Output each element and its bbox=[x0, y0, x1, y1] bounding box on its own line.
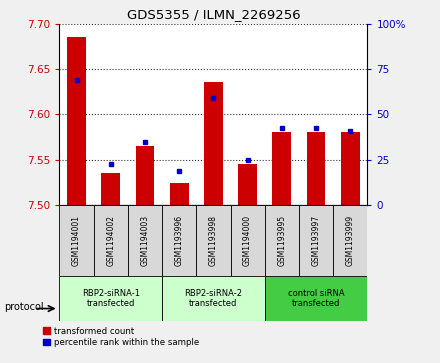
Bar bbox=[128, 205, 162, 276]
Bar bbox=[196, 205, 231, 276]
Bar bbox=[101, 174, 120, 205]
Text: GSM1193996: GSM1193996 bbox=[175, 215, 183, 266]
Text: GSM1194003: GSM1194003 bbox=[140, 215, 150, 266]
Text: RBP2-siRNA-2
transfected: RBP2-siRNA-2 transfected bbox=[184, 289, 242, 308]
Bar bbox=[204, 82, 223, 205]
Text: GSM1193997: GSM1193997 bbox=[312, 215, 321, 266]
Text: GSM1194002: GSM1194002 bbox=[106, 215, 115, 266]
Bar bbox=[307, 131, 326, 205]
Bar bbox=[162, 205, 196, 276]
Bar bbox=[341, 131, 360, 205]
Bar bbox=[94, 205, 128, 276]
Text: GSM1194000: GSM1194000 bbox=[243, 215, 252, 266]
Text: GSM1194001: GSM1194001 bbox=[72, 215, 81, 266]
Bar bbox=[272, 131, 291, 205]
Text: GSM1193995: GSM1193995 bbox=[277, 215, 286, 266]
Bar bbox=[67, 37, 86, 205]
Bar bbox=[162, 276, 265, 321]
Bar bbox=[265, 205, 299, 276]
Text: GSM1193998: GSM1193998 bbox=[209, 215, 218, 266]
Bar bbox=[59, 276, 162, 321]
Text: control siRNA
transfected: control siRNA transfected bbox=[288, 289, 345, 308]
Bar bbox=[136, 146, 154, 205]
Bar bbox=[238, 164, 257, 205]
Title: GDS5355 / ILMN_2269256: GDS5355 / ILMN_2269256 bbox=[127, 8, 300, 21]
Text: GSM1193999: GSM1193999 bbox=[346, 215, 355, 266]
Text: protocol: protocol bbox=[4, 302, 44, 312]
Bar bbox=[333, 205, 367, 276]
Bar bbox=[59, 205, 94, 276]
Bar bbox=[170, 183, 189, 205]
Text: RBP2-siRNA-1
transfected: RBP2-siRNA-1 transfected bbox=[82, 289, 140, 308]
Bar bbox=[265, 276, 367, 321]
Legend: transformed count, percentile rank within the sample: transformed count, percentile rank withi… bbox=[40, 323, 203, 351]
Bar bbox=[231, 205, 265, 276]
Bar bbox=[299, 205, 333, 276]
